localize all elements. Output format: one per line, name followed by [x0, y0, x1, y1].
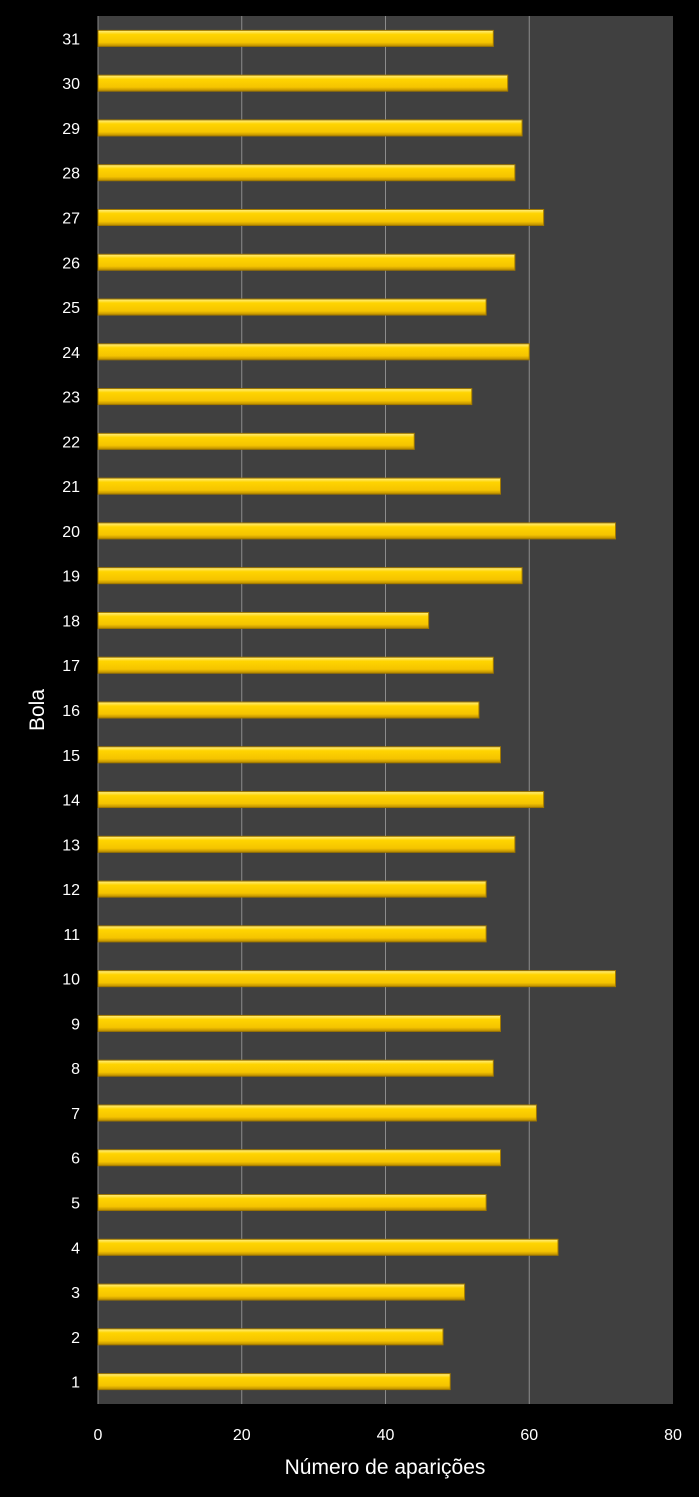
y-tick-label: 9	[71, 1016, 80, 1033]
bar-28	[97, 164, 516, 182]
y-tick-label: 24	[62, 345, 80, 362]
bar-26	[97, 253, 516, 271]
y-tick-label: 15	[62, 748, 80, 765]
y-tick-label: 28	[62, 166, 80, 183]
y-tick-label: 17	[62, 658, 80, 675]
y-tick-label: 31	[62, 31, 80, 48]
bars	[97, 29, 616, 1391]
y-tick-label: 7	[71, 1106, 80, 1123]
bar-10	[97, 970, 616, 988]
bar-30	[97, 74, 509, 92]
bar-31	[97, 29, 494, 47]
bar-19	[97, 567, 523, 585]
y-tick-label: 4	[71, 1240, 80, 1257]
x-axis-title: Número de aparições	[285, 1456, 486, 1479]
y-tick-label: 1	[71, 1375, 80, 1392]
y-tick-label: 18	[62, 613, 80, 630]
bar-5	[97, 1194, 487, 1212]
bar-7	[97, 1104, 537, 1122]
x-tick-label: 0	[94, 1427, 103, 1444]
bar-2	[97, 1328, 444, 1346]
bar-8	[97, 1059, 494, 1077]
bar-3	[97, 1283, 466, 1301]
bar-11	[97, 925, 487, 943]
bar-15	[97, 746, 501, 764]
y-tick-label: 23	[62, 390, 80, 407]
bar-16	[97, 701, 480, 719]
bar-6	[97, 1149, 501, 1167]
bar-9	[97, 1014, 501, 1032]
bar-24	[97, 343, 530, 361]
y-tick-label: 20	[62, 524, 80, 541]
bar-25	[97, 298, 487, 316]
bar-27	[97, 208, 545, 226]
x-tick-label: 60	[520, 1427, 538, 1444]
bar-4	[97, 1238, 559, 1256]
bar-13	[97, 835, 516, 853]
bar-17	[97, 656, 494, 674]
x-tick-label: 20	[233, 1427, 251, 1444]
y-tick-label: 10	[62, 972, 80, 989]
bar-14	[97, 791, 545, 809]
bar-29	[97, 119, 523, 137]
y-tick-label: 22	[62, 434, 80, 451]
y-tick-labels: 1234567891011121314151617181920212223242…	[62, 31, 80, 1391]
x-tick-label: 40	[377, 1427, 395, 1444]
y-tick-label: 21	[62, 479, 80, 496]
y-tick-label: 30	[62, 76, 80, 93]
y-tick-label: 13	[62, 837, 80, 854]
y-tick-label: 29	[62, 121, 80, 138]
x-tick-labels: 0 20 40 60 80	[94, 1427, 682, 1444]
y-tick-label: 11	[63, 927, 80, 944]
y-tick-label: 8	[71, 1061, 80, 1078]
bar-22	[97, 432, 415, 450]
bar-1	[97, 1373, 451, 1391]
bar-23	[97, 388, 473, 406]
y-tick-label: 19	[62, 569, 80, 586]
y-tick-label: 5	[71, 1196, 80, 1213]
bar-20	[97, 522, 616, 540]
bar-21	[97, 477, 501, 495]
y-tick-label: 12	[62, 882, 80, 899]
x-tick-label: 80	[664, 1427, 682, 1444]
bar-18	[97, 611, 430, 629]
y-tick-label: 14	[62, 793, 80, 810]
y-tick-label: 3	[71, 1285, 80, 1302]
y-axis-title: Bola	[26, 689, 49, 731]
y-tick-label: 25	[62, 300, 80, 317]
bar-12	[97, 880, 487, 898]
y-tick-label: 26	[62, 255, 80, 272]
y-tick-label: 27	[62, 210, 80, 227]
y-tick-label: 2	[71, 1330, 80, 1347]
y-tick-label: 6	[71, 1151, 80, 1168]
y-tick-label: 16	[62, 703, 80, 720]
